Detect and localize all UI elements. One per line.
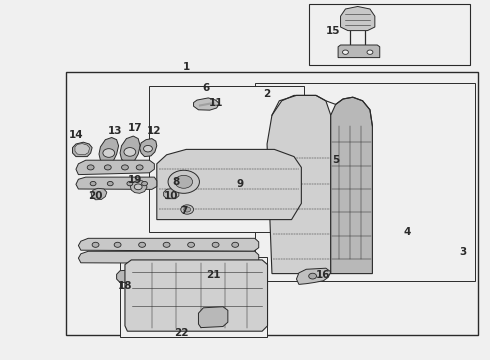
Polygon shape (296, 268, 331, 284)
Polygon shape (157, 149, 301, 220)
Circle shape (168, 170, 199, 193)
Text: 15: 15 (326, 26, 341, 36)
Polygon shape (164, 188, 179, 199)
Polygon shape (76, 177, 157, 189)
Polygon shape (194, 98, 220, 110)
Text: 6: 6 (202, 83, 209, 93)
Circle shape (104, 165, 111, 170)
Circle shape (127, 181, 133, 186)
Polygon shape (331, 97, 372, 274)
Text: 16: 16 (316, 270, 331, 280)
Circle shape (92, 242, 99, 247)
Text: 7: 7 (180, 206, 188, 216)
Polygon shape (125, 260, 268, 331)
Circle shape (175, 175, 193, 188)
Circle shape (144, 145, 152, 152)
Text: 14: 14 (69, 130, 83, 140)
Text: 21: 21 (206, 270, 220, 280)
Polygon shape (76, 160, 154, 175)
Text: 9: 9 (237, 179, 244, 189)
Circle shape (232, 242, 239, 247)
Polygon shape (338, 45, 380, 58)
Text: 17: 17 (127, 123, 142, 133)
Polygon shape (99, 138, 119, 164)
Circle shape (212, 242, 219, 247)
Polygon shape (120, 136, 140, 164)
Text: 1: 1 (183, 62, 190, 72)
Text: 20: 20 (88, 191, 103, 201)
Circle shape (103, 149, 115, 157)
Circle shape (181, 205, 194, 214)
Polygon shape (78, 251, 259, 264)
Polygon shape (130, 181, 147, 193)
Text: 8: 8 (173, 177, 180, 187)
Circle shape (124, 148, 136, 156)
Text: 11: 11 (208, 98, 223, 108)
Bar (66, 72, 478, 335)
Text: 18: 18 (118, 281, 132, 291)
Text: 3: 3 (460, 247, 466, 257)
Text: 2: 2 (264, 89, 270, 99)
Circle shape (114, 242, 121, 247)
Polygon shape (198, 307, 228, 328)
Circle shape (122, 165, 128, 170)
Polygon shape (341, 6, 375, 31)
Bar (309, 4, 470, 65)
Polygon shape (91, 188, 107, 200)
Bar (120, 257, 267, 337)
Circle shape (107, 181, 113, 186)
Polygon shape (73, 142, 92, 157)
Circle shape (163, 242, 170, 247)
Circle shape (90, 181, 96, 186)
Circle shape (188, 242, 195, 247)
Circle shape (142, 181, 147, 186)
Circle shape (343, 50, 348, 54)
Text: 12: 12 (147, 126, 162, 136)
Bar (255, 83, 475, 281)
Polygon shape (267, 95, 331, 274)
Text: 22: 22 (174, 328, 189, 338)
Text: 13: 13 (108, 126, 122, 136)
Circle shape (184, 207, 191, 212)
Polygon shape (75, 144, 90, 155)
Polygon shape (140, 139, 157, 157)
Circle shape (367, 50, 373, 54)
Polygon shape (117, 269, 145, 283)
Text: 19: 19 (127, 175, 142, 185)
Circle shape (309, 273, 317, 279)
Text: 5: 5 (332, 155, 339, 165)
Polygon shape (78, 238, 259, 251)
Circle shape (87, 165, 94, 170)
Circle shape (134, 184, 142, 190)
Text: 10: 10 (164, 191, 179, 201)
Circle shape (139, 242, 146, 247)
Circle shape (136, 165, 143, 170)
Text: 4: 4 (403, 227, 411, 237)
Bar (149, 86, 304, 232)
